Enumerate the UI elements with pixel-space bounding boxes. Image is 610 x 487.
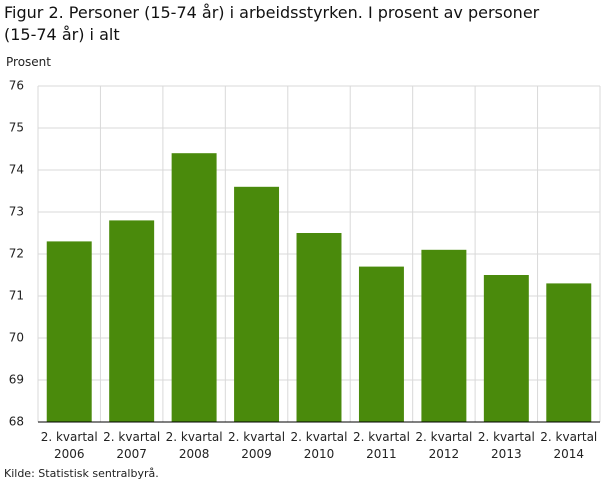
bar — [171, 153, 217, 422]
x-tick-label: 2. kvartal 2006 — [40, 430, 98, 461]
source: Kilde: Statistisk sentralbyrå. — [4, 467, 159, 480]
y-tick-label: 68 — [9, 415, 24, 429]
bar — [546, 283, 592, 422]
x-tick-label: 2. kvartal 2012 — [415, 430, 473, 461]
y-tick-label: 72 — [9, 247, 24, 261]
y-tick-label: 71 — [9, 289, 24, 303]
y-tick-label: 75 — [9, 121, 24, 135]
y-tick-label: 76 — [9, 79, 24, 93]
y-axis-label: Prosent — [6, 55, 51, 69]
chart-title: Figur 2. Personer (15-74 år) i arbeidsst… — [4, 3, 540, 44]
y-tick-label: 70 — [9, 331, 24, 345]
bar — [234, 186, 280, 422]
x-tick-label: 2. kvartal 2013 — [477, 430, 535, 461]
y-tick-label: 73 — [9, 205, 24, 219]
bar — [46, 241, 92, 422]
bar — [483, 275, 529, 422]
x-tick-label: 2. kvartal 2010 — [290, 430, 348, 461]
bar — [296, 233, 342, 422]
y-tick-label: 69 — [9, 373, 24, 387]
x-tick-label: 2. kvartal 2011 — [352, 430, 410, 461]
y-tick-label: 74 — [9, 163, 24, 177]
x-tick-label: 2. kvartal 2014 — [540, 430, 598, 461]
bar — [109, 220, 155, 422]
x-tick-label: 2. kvartal 2009 — [228, 430, 286, 461]
x-tick-label: 2. kvartal 2007 — [103, 430, 161, 461]
bar — [421, 249, 467, 422]
bar — [358, 266, 404, 422]
x-tick-label: 2. kvartal 2008 — [165, 430, 223, 461]
